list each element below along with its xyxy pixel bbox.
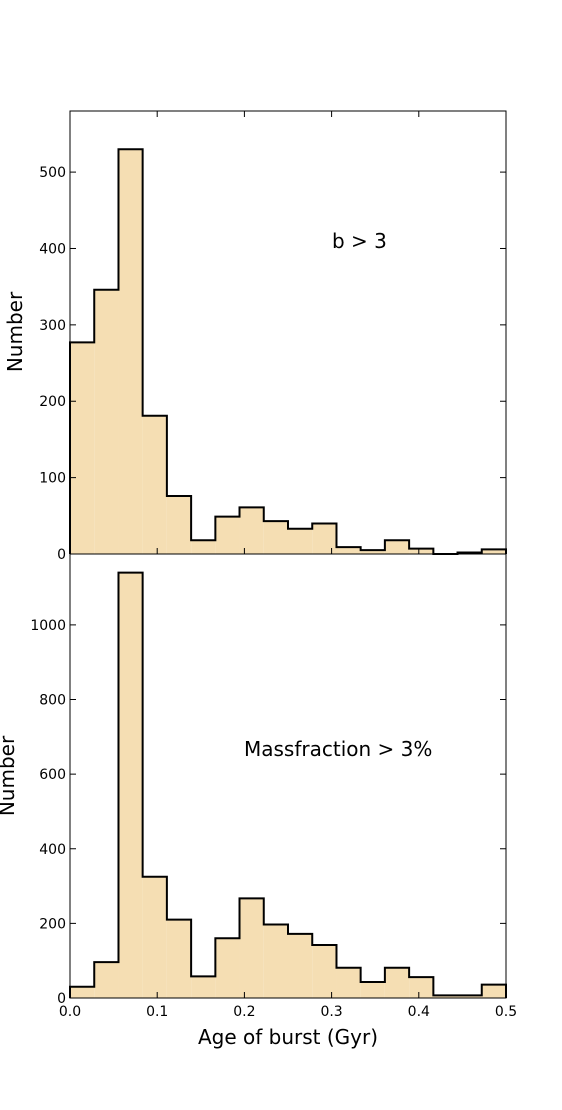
top-bar-1 <box>94 289 119 554</box>
top-histogram-panel: 0 100 200 300 400 500 b > 3 Number <box>3 110 507 563</box>
bottom-annotation: Massfraction > 3% <box>244 737 432 761</box>
top-bar-17 <box>481 549 506 554</box>
bottom-bar-8 <box>263 924 288 998</box>
bottom-bar-2 <box>118 572 143 998</box>
bottom-ytick-label-5: 1000 <box>30 618 66 634</box>
bottom-bar-15 <box>433 995 458 998</box>
bottom-bar-9 <box>288 933 313 998</box>
bottom-y-ticks: 0 200 400 600 800 1000 <box>30 618 506 1007</box>
top-ytick-label-4: 400 <box>39 241 66 257</box>
bottom-ytick-label-2: 400 <box>39 842 66 858</box>
xtick-label-3: 0.3 <box>320 1004 342 1020</box>
bottom-bar-10 <box>312 945 337 998</box>
bottom-ytick-label-0: 0 <box>57 991 66 1007</box>
top-bar-13 <box>384 540 410 554</box>
xtick-label-5: 0.5 <box>495 1004 517 1020</box>
bottom-bar-11 <box>336 967 361 998</box>
bottom-bar-17 <box>481 984 506 998</box>
bottom-bar-16 <box>457 995 482 998</box>
top-bar-0 <box>70 342 95 554</box>
bottom-bar-12 <box>360 981 385 998</box>
top-ytick-label-2: 200 <box>39 394 66 410</box>
top-bar-14 <box>409 548 434 554</box>
xtick-label-2: 0.2 <box>233 1004 255 1020</box>
bottom-bar-3 <box>142 876 167 998</box>
bottom-bar-13 <box>384 967 410 998</box>
bottom-bar-6 <box>215 938 240 998</box>
top-bar-4 <box>166 495 192 554</box>
top-histogram-bars <box>70 149 506 555</box>
top-ytick-label-5: 500 <box>39 165 66 181</box>
top-bar-11 <box>336 547 361 554</box>
top-ytick-label-0: 0 <box>57 547 66 563</box>
bottom-ytick-label-3: 600 <box>39 767 66 783</box>
bottom-x-ticks: 0.0 0.1 0.2 0.3 0.4 0.5 <box>59 992 517 1020</box>
top-bar-9 <box>288 528 313 554</box>
bottom-bar-4 <box>166 919 192 998</box>
top-bar-7 <box>239 507 264 554</box>
top-bar-6 <box>215 516 240 554</box>
bottom-ytick-label-1: 200 <box>39 916 66 932</box>
top-ytick-label-1: 100 <box>39 471 66 487</box>
x-axis-label: Age of burst (Gyr) <box>198 1025 378 1049</box>
top-annotation: b > 3 <box>332 229 387 253</box>
top-bar-10 <box>312 523 337 554</box>
bottom-histogram-outline <box>69 571 507 998</box>
top-y-axis-label: Number <box>3 291 27 372</box>
top-y-ticks: 0 100 200 300 400 500 <box>39 111 507 563</box>
xtick-label-4: 0.4 <box>408 1004 430 1020</box>
bottom-bar-5 <box>191 976 216 998</box>
bottom-bar-14 <box>409 977 434 998</box>
top-bar-2 <box>118 149 143 555</box>
bottom-y-axis-label: Number <box>0 735 19 816</box>
top-bar-3 <box>142 415 167 554</box>
bottom-plot-frame <box>69 553 507 999</box>
bottom-bar-1 <box>94 962 119 998</box>
top-histogram-outline <box>69 148 507 555</box>
bottom-histogram-panel: 0 200 400 600 800 1000 0.0 0.1 0.2 0.3 0.4 0.5 Mas… <box>0 553 517 1049</box>
top-ytick-label-3: 300 <box>39 318 66 334</box>
xtick-label-1: 0.1 <box>146 1004 168 1020</box>
bottom-ytick-label-4: 800 <box>39 693 66 709</box>
bottom-bar-7 <box>239 898 264 998</box>
top-bar-5 <box>191 540 216 554</box>
bottom-bar-0 <box>70 986 95 998</box>
bottom-histogram-bars <box>70 572 506 998</box>
top-bar-12 <box>360 550 385 554</box>
xtick-label-0: 0.0 <box>59 1004 81 1020</box>
top-bar-8 <box>263 521 288 554</box>
